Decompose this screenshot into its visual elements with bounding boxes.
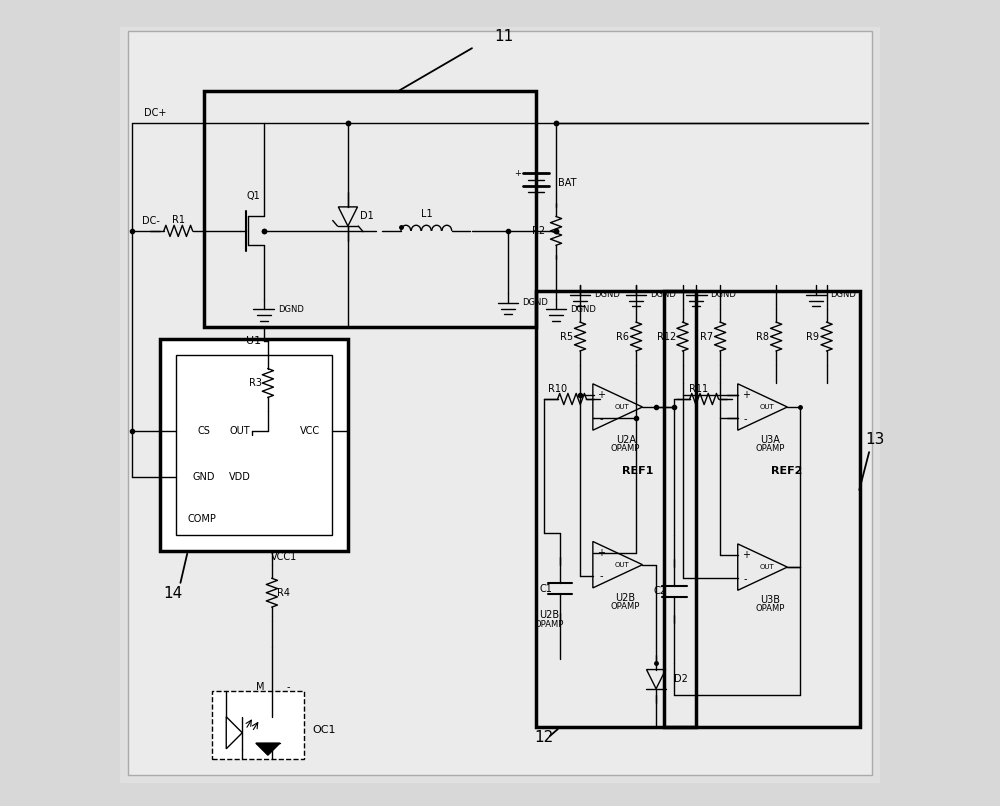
Text: DGND: DGND xyxy=(594,290,620,300)
Text: VDD: VDD xyxy=(229,472,251,482)
Text: -: - xyxy=(744,413,747,424)
Text: 12: 12 xyxy=(534,730,554,745)
Text: 14: 14 xyxy=(164,586,183,601)
Text: OPAMP: OPAMP xyxy=(611,444,640,453)
Text: U1: U1 xyxy=(246,335,261,346)
Text: OUT: OUT xyxy=(614,404,629,410)
Text: OUT: OUT xyxy=(759,404,774,410)
Text: VCC1: VCC1 xyxy=(271,551,297,562)
Text: GND: GND xyxy=(193,472,215,482)
Bar xyxy=(664,291,860,727)
Text: R5: R5 xyxy=(560,331,573,342)
Text: -: - xyxy=(286,682,290,692)
Text: 11: 11 xyxy=(494,29,514,44)
Text: +: + xyxy=(514,168,521,178)
Text: -: - xyxy=(599,571,603,581)
Text: R1: R1 xyxy=(172,215,185,226)
Text: D1: D1 xyxy=(360,211,374,222)
Text: REF1: REF1 xyxy=(622,466,653,476)
Text: OPAMP: OPAMP xyxy=(611,602,640,611)
Text: DGND: DGND xyxy=(278,305,304,314)
Text: R7: R7 xyxy=(700,331,713,342)
Text: OPAMP: OPAMP xyxy=(756,604,785,613)
Text: R12: R12 xyxy=(657,331,676,342)
Text: R8: R8 xyxy=(756,331,769,342)
Text: DGND: DGND xyxy=(650,290,676,300)
Text: -: - xyxy=(744,574,747,584)
Text: DC+: DC+ xyxy=(144,108,166,118)
Text: +: + xyxy=(597,548,605,558)
Text: +: + xyxy=(742,550,750,560)
Text: 13: 13 xyxy=(865,431,884,447)
Text: OUT: OUT xyxy=(614,562,629,567)
Text: DGND: DGND xyxy=(522,298,548,307)
Polygon shape xyxy=(256,743,280,755)
Text: CS: CS xyxy=(197,426,210,436)
Text: U3B: U3B xyxy=(761,595,781,605)
Text: COMP: COMP xyxy=(188,514,217,524)
Text: U2A: U2A xyxy=(616,434,636,445)
Text: OUT: OUT xyxy=(759,564,774,570)
Text: REF2: REF2 xyxy=(771,466,802,476)
Text: U2B: U2B xyxy=(616,592,636,603)
Text: OUT: OUT xyxy=(230,426,250,436)
Text: OC1: OC1 xyxy=(312,725,335,734)
Text: R9: R9 xyxy=(806,331,819,342)
Text: -: - xyxy=(599,413,603,424)
Text: M: M xyxy=(256,682,264,692)
Bar xyxy=(536,291,696,727)
Text: R11: R11 xyxy=(689,384,708,393)
Text: R4: R4 xyxy=(277,588,290,598)
Bar xyxy=(176,355,332,535)
Text: R10: R10 xyxy=(548,384,567,393)
Text: L1: L1 xyxy=(421,209,432,219)
Text: DGND: DGND xyxy=(711,290,736,300)
Text: DC-: DC- xyxy=(142,216,160,226)
Text: +: + xyxy=(742,390,750,401)
Text: OPAMP: OPAMP xyxy=(535,621,564,629)
Text: OPAMP: OPAMP xyxy=(756,444,785,453)
Text: DGND: DGND xyxy=(570,305,596,314)
Text: U3A: U3A xyxy=(761,434,780,445)
Text: C1: C1 xyxy=(540,584,553,594)
Text: Q1: Q1 xyxy=(247,192,260,202)
Text: D2: D2 xyxy=(674,674,688,684)
Bar xyxy=(204,91,536,327)
Text: R2: R2 xyxy=(532,226,545,236)
Bar xyxy=(160,339,348,551)
Text: R6: R6 xyxy=(616,331,629,342)
Text: R3: R3 xyxy=(249,378,262,388)
Text: DGND: DGND xyxy=(831,290,856,300)
Bar xyxy=(212,692,304,759)
Text: +: + xyxy=(597,390,605,401)
Text: BAT: BAT xyxy=(558,178,577,188)
Text: U2B: U2B xyxy=(540,610,560,620)
Text: VCC: VCC xyxy=(299,426,320,436)
Text: C2: C2 xyxy=(654,586,667,596)
